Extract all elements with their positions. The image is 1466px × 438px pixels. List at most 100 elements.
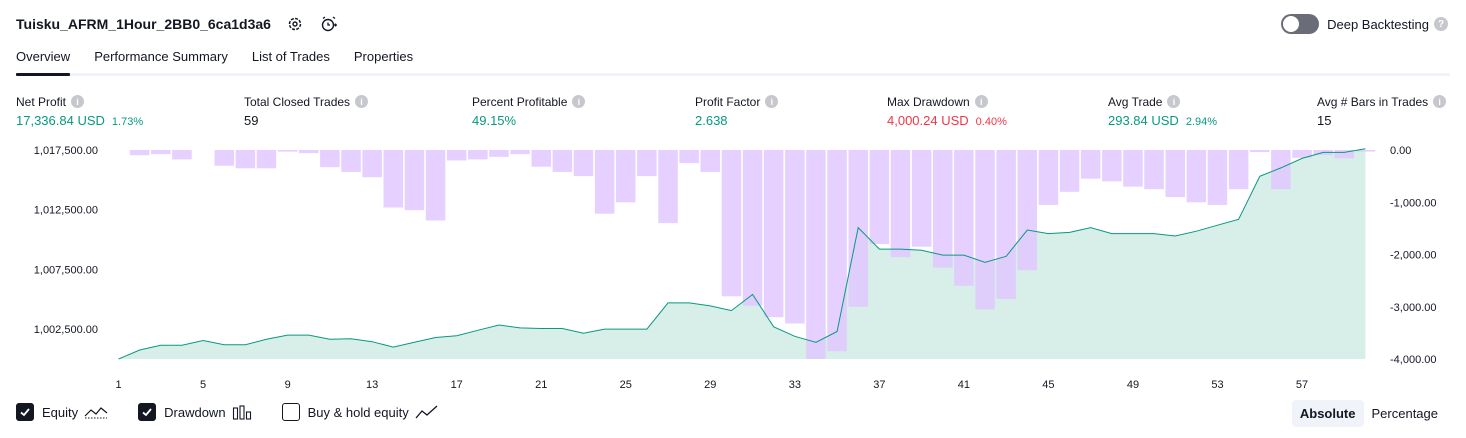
drawdown-bar bbox=[1208, 150, 1228, 205]
equity-area-icon bbox=[84, 404, 108, 420]
x-axis-tick-label: 49 bbox=[1127, 379, 1139, 391]
right-axis-tick-label: -3,000.00 bbox=[1390, 302, 1436, 314]
legend-equity[interactable]: Equity bbox=[16, 403, 108, 421]
drawdown-bar bbox=[1081, 150, 1101, 179]
legend-drawdown[interactable]: Drawdown bbox=[138, 403, 251, 421]
drawdown-bar bbox=[405, 150, 425, 210]
info-icon[interactable]: i bbox=[71, 95, 84, 108]
drawdown-bar bbox=[236, 150, 256, 168]
tab-overview[interactable]: Overview bbox=[16, 48, 70, 76]
x-axis-tick-label: 17 bbox=[451, 379, 463, 391]
mode-absolute-button[interactable]: Absolute bbox=[1292, 400, 1364, 427]
metric-value: 2.638 bbox=[695, 113, 728, 128]
drawdown-bar bbox=[553, 150, 573, 172]
drawdown-bar bbox=[827, 150, 847, 351]
metric-label: Net Profit bbox=[16, 95, 66, 109]
deep-backtesting-label: Deep Backtesting bbox=[1327, 17, 1429, 32]
drawdown-bar bbox=[722, 150, 742, 296]
x-axis-tick-label: 33 bbox=[789, 379, 801, 391]
drawdown-bar bbox=[637, 150, 657, 176]
equity-checkbox[interactable] bbox=[16, 403, 34, 421]
legend-buy-hold[interactable]: Buy & hold equity bbox=[282, 403, 439, 421]
toggle-knob bbox=[1283, 16, 1299, 32]
drawdown-bar bbox=[1102, 150, 1122, 181]
metric-percent: 2.94% bbox=[1186, 116, 1217, 128]
chart-legend: Equity Drawdown Buy & hold equity bbox=[16, 403, 469, 421]
metric-label: Percent Profitable bbox=[472, 95, 567, 109]
left-axis-tick-label: 1,002,500.00 bbox=[34, 324, 98, 336]
left-axis-tick-label: 1,007,500.00 bbox=[34, 264, 98, 276]
info-icon[interactable]: i bbox=[765, 95, 778, 108]
drawdown-bar bbox=[679, 150, 699, 163]
drawdown-bar bbox=[1271, 150, 1291, 189]
drawdown-bar bbox=[616, 150, 636, 202]
drawdown-bar bbox=[658, 150, 678, 223]
settings-gear-icon[interactable] bbox=[285, 14, 305, 34]
drawdown-bar bbox=[1229, 150, 1249, 189]
metric-value: 15 bbox=[1317, 113, 1331, 128]
drawdown-bar bbox=[1060, 150, 1080, 192]
metric-value: 17,336.84 USD bbox=[16, 113, 105, 128]
right-axis-tick-label: -4,000.00 bbox=[1390, 354, 1436, 366]
x-axis-tick-label: 41 bbox=[958, 379, 970, 391]
mode-percentage-button[interactable]: Percentage bbox=[1364, 400, 1447, 427]
info-icon[interactable]: i bbox=[975, 95, 988, 108]
x-axis-tick-label: 57 bbox=[1296, 379, 1308, 391]
x-axis-tick-label: 45 bbox=[1042, 379, 1054, 391]
x-axis-tick-label: 53 bbox=[1211, 379, 1223, 391]
drawdown-bar bbox=[785, 150, 805, 324]
drawdown-bar bbox=[595, 150, 615, 214]
x-axis-tick-label: 37 bbox=[873, 379, 885, 391]
metric-percent-profitable: Percent Profitable i 49.15% bbox=[472, 94, 585, 129]
strategy-header: Tuisku_AFRM_1Hour_2BB0_6ca1d3a6 bbox=[16, 14, 339, 34]
deep-backtesting: Deep Backtesting ? bbox=[1281, 14, 1448, 34]
equity-drawdown-chart[interactable]: 1,017,500.00 1,012,500.00 1,007,500.00 1,00… bbox=[0, 138, 1466, 400]
drawdown-bar bbox=[1250, 150, 1270, 152]
right-axis-tick-label: -2,000.00 bbox=[1390, 250, 1436, 262]
drawdown-bar bbox=[489, 150, 509, 157]
right-axis-tick-label: 0.00 bbox=[1390, 145, 1411, 157]
drawdown-bar bbox=[912, 150, 932, 247]
tab-performance-summary[interactable]: Performance Summary bbox=[94, 48, 228, 76]
drawdown-bar bbox=[1187, 150, 1207, 202]
drawdown-bar bbox=[257, 150, 277, 168]
drawdown-bars-icon bbox=[232, 404, 252, 420]
deep-backtesting-toggle[interactable] bbox=[1281, 14, 1319, 34]
legend-label: Equity bbox=[42, 405, 78, 420]
drawdown-bar bbox=[891, 150, 911, 257]
metric-label: Avg # Bars in Trades bbox=[1317, 95, 1428, 109]
metric-profit-factor: Profit Factor i 2.638 bbox=[695, 94, 778, 129]
info-icon[interactable]: i bbox=[1433, 95, 1446, 108]
drawdown-bar bbox=[151, 150, 171, 154]
drawdown-bar bbox=[426, 150, 446, 221]
drawdown-bar bbox=[172, 150, 192, 159]
legend-label: Drawdown bbox=[164, 405, 225, 420]
info-icon[interactable]: i bbox=[572, 95, 585, 108]
drawdown-bar bbox=[701, 150, 721, 172]
legend-label: Buy & hold equity bbox=[308, 405, 409, 420]
drawdown-bar bbox=[1166, 150, 1186, 197]
tab-properties[interactable]: Properties bbox=[354, 48, 413, 76]
help-question-icon[interactable]: ? bbox=[1434, 17, 1448, 31]
drawdown-bar bbox=[468, 150, 488, 159]
metric-label: Total Closed Trades bbox=[244, 95, 350, 109]
drawdown-bar bbox=[510, 150, 530, 154]
info-icon[interactable]: i bbox=[355, 95, 368, 108]
drawdown-bar bbox=[743, 150, 763, 306]
metric-percent: 0.40% bbox=[976, 116, 1007, 128]
metric-value: 59 bbox=[244, 113, 258, 128]
drawdown-checkbox[interactable] bbox=[138, 403, 156, 421]
x-axis-tick-label: 21 bbox=[535, 379, 547, 391]
left-axis-tick-label: 1,012,500.00 bbox=[34, 205, 98, 217]
metric-value: 4,000.24 USD bbox=[887, 113, 969, 128]
drawdown-bar bbox=[130, 150, 150, 155]
tab-list-of-trades[interactable]: List of Trades bbox=[252, 48, 330, 76]
info-icon[interactable]: i bbox=[1167, 95, 1180, 108]
drawdown-bar bbox=[975, 150, 995, 309]
x-axis-tick-label: 1 bbox=[116, 379, 122, 391]
drawdown-bar bbox=[1144, 150, 1164, 189]
add-alert-clock-icon[interactable] bbox=[319, 14, 339, 34]
right-axis-tick-label: -1,000.00 bbox=[1390, 197, 1436, 209]
drawdown-bar bbox=[574, 150, 594, 176]
buy-hold-checkbox[interactable] bbox=[282, 403, 300, 421]
